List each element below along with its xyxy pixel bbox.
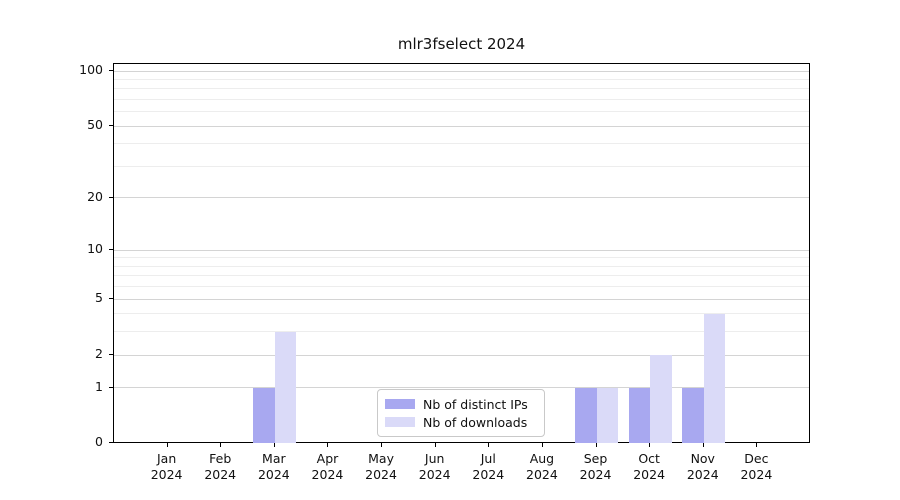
x-tick-label-mar: Mar 2024	[257, 451, 290, 482]
legend-swatch-distinct-ips	[385, 399, 415, 409]
x-tick-label-jul: Jul 2024	[472, 451, 505, 482]
y-tick	[109, 386, 113, 388]
major-gridline	[114, 70, 809, 72]
chart-title: mlr3fselect 2024	[397, 35, 526, 53]
x-tick-label-aug: Aug 2024	[526, 451, 558, 482]
legend-item-downloads: Nb of downloads	[385, 413, 536, 431]
x-tick-label-dec: Dec 2024	[740, 451, 773, 482]
minor-gridline	[114, 111, 809, 113]
bar-downloads-sep	[596, 387, 619, 443]
major-gridline	[114, 298, 809, 300]
major-gridline	[114, 197, 809, 199]
y-tick-label: 50	[87, 117, 103, 133]
minor-gridline	[114, 257, 809, 259]
legend: Nb of distinct IPs Nb of downloads	[377, 389, 545, 437]
bar-downloads-oct	[650, 355, 672, 443]
x-tick	[541, 443, 543, 447]
x-tick	[434, 443, 436, 447]
minor-gridline	[114, 286, 809, 288]
y-tick-label: 100	[79, 62, 103, 77]
y-tick-label: 0	[95, 434, 103, 449]
legend-label-downloads: Nb of downloads	[423, 414, 528, 430]
bar-distinct-ips-mar	[253, 387, 275, 443]
x-tick-label-oct: Oct 2024	[633, 451, 666, 482]
y-tick-label: 5	[95, 290, 103, 306]
plot-area	[113, 63, 810, 443]
x-tick	[166, 443, 168, 447]
minor-gridline	[114, 275, 809, 277]
minor-gridline	[114, 98, 809, 100]
y-tick	[109, 70, 113, 71]
x-tick-label-apr: Apr 2024	[311, 451, 344, 482]
legend-item-distinct-ips: Nb of distinct IPs	[385, 395, 536, 413]
y-tick	[109, 249, 113, 251]
x-tick	[488, 443, 490, 447]
y-tick-label: 2	[95, 346, 103, 362]
x-tick	[273, 443, 275, 447]
minor-gridline	[114, 165, 809, 167]
x-tick	[220, 443, 222, 447]
bar-distinct-ips-oct	[628, 387, 651, 443]
minor-gridline	[114, 78, 809, 80]
y-tick	[109, 298, 113, 300]
x-tick	[756, 443, 758, 447]
major-gridline	[114, 249, 809, 251]
y-tick	[109, 125, 113, 127]
x-tick-label-may: May 2024	[365, 451, 397, 482]
major-gridline	[114, 125, 809, 127]
x-tick-label-jan: Jan 2024	[150, 451, 183, 482]
x-tick-label-feb: Feb 2024	[204, 451, 237, 482]
x-tick	[595, 443, 597, 447]
bar-distinct-ips-sep	[575, 387, 597, 443]
y-tick	[109, 442, 113, 443]
x-tick-label-sep: Sep 2024	[579, 451, 612, 482]
y-tick	[109, 196, 113, 198]
minor-gridline	[114, 88, 809, 90]
legend-swatch-downloads	[385, 417, 415, 427]
minor-gridline	[114, 313, 809, 315]
x-tick	[702, 443, 704, 447]
bar-downloads-mar	[274, 331, 297, 443]
x-tick-label-nov: Nov 2024	[686, 451, 719, 482]
y-tick-label: 1	[95, 378, 103, 394]
major-gridline	[114, 354, 809, 356]
bar-distinct-ips-nov	[682, 387, 704, 443]
minor-gridline	[114, 265, 809, 267]
y-tick	[109, 354, 113, 356]
x-tick	[649, 443, 651, 447]
major-gridline	[114, 387, 809, 389]
x-tick-label-jun: Jun 2024	[418, 451, 451, 482]
y-tick-label: 10	[87, 241, 103, 257]
x-tick	[381, 443, 383, 447]
bar-downloads-nov	[703, 313, 726, 443]
legend-label-distinct-ips: Nb of distinct IPs	[423, 396, 528, 412]
x-tick	[327, 443, 329, 447]
y-tick-label: 20	[87, 188, 103, 204]
minor-gridline	[114, 143, 809, 145]
minor-gridline	[114, 331, 809, 333]
